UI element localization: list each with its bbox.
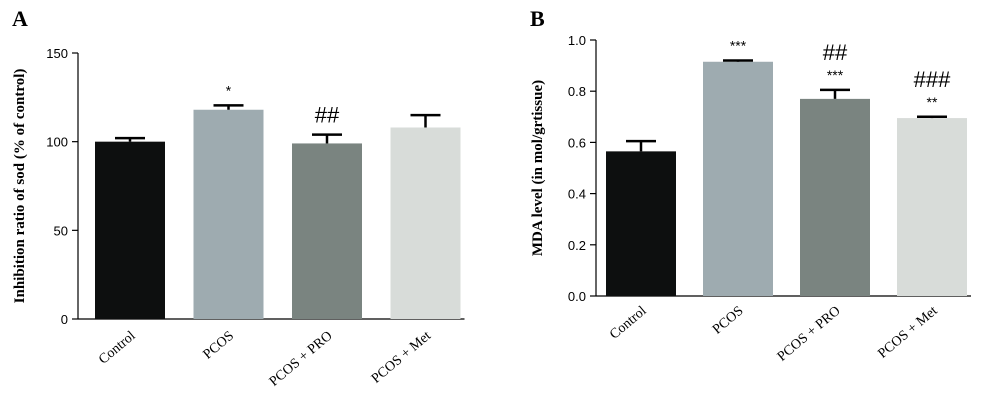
- bar-control: [606, 151, 676, 296]
- significance-annotation: ***: [827, 67, 844, 83]
- panel-label: B: [530, 6, 545, 31]
- significance-annotation: ###: [914, 67, 951, 92]
- x-tick-label: PCOS: [201, 329, 237, 363]
- significance-annotation: ***: [730, 37, 747, 53]
- y-axis-label: MDA level (in mol/grtissue): [530, 80, 546, 256]
- chart-panel-a: A Inhibition ratio of sod (% of control) 0…: [12, 6, 465, 390]
- bar-pcos-met: [390, 127, 461, 319]
- bar-pcos: [193, 109, 264, 319]
- x-tick-label: PCOS + PRO: [775, 304, 844, 365]
- y-tick-label: 50: [54, 223, 68, 238]
- x-tick-label: PCOS: [710, 304, 746, 338]
- y-tick-label: 0.4: [568, 187, 586, 202]
- significance-annotation: **: [927, 94, 938, 110]
- bar-pcos-pro: [800, 98, 870, 296]
- y-tick-label: 0.0: [568, 289, 586, 304]
- y-tick-label: 0: [61, 312, 68, 327]
- significance-annotation: ##: [315, 103, 340, 128]
- y-tick-label: 0.2: [568, 238, 586, 253]
- y-tick-label: 0.8: [568, 84, 586, 99]
- significance-annotation: ##: [823, 40, 848, 65]
- significance-annotation: *: [226, 82, 232, 98]
- y-tick-label: 100: [46, 135, 68, 150]
- x-tick-label: Control: [607, 304, 649, 343]
- bar-pcos-pro: [292, 143, 362, 319]
- y-axis-label: Inhibition ratio of sod (% of control): [12, 69, 28, 304]
- y-tick-label: 0.6: [568, 135, 586, 150]
- bar-pcos-met: [897, 118, 967, 296]
- chart-panel-b: B MDA level (in mol/grtissue) 0.0 0.2 0.4 0.6…: [530, 6, 971, 365]
- bar-control: [95, 141, 165, 319]
- panel-label: A: [12, 6, 28, 31]
- y-tick-label: 150: [46, 46, 68, 61]
- x-tick-label: PCOS + PRO: [267, 329, 336, 390]
- bar-pcos: [703, 61, 773, 297]
- x-tick-label: Control: [96, 329, 138, 368]
- y-tick-label: 1.0: [568, 33, 586, 48]
- x-tick-label: PCOS + Met: [875, 304, 940, 362]
- x-tick-label: PCOS + Met: [369, 329, 434, 387]
